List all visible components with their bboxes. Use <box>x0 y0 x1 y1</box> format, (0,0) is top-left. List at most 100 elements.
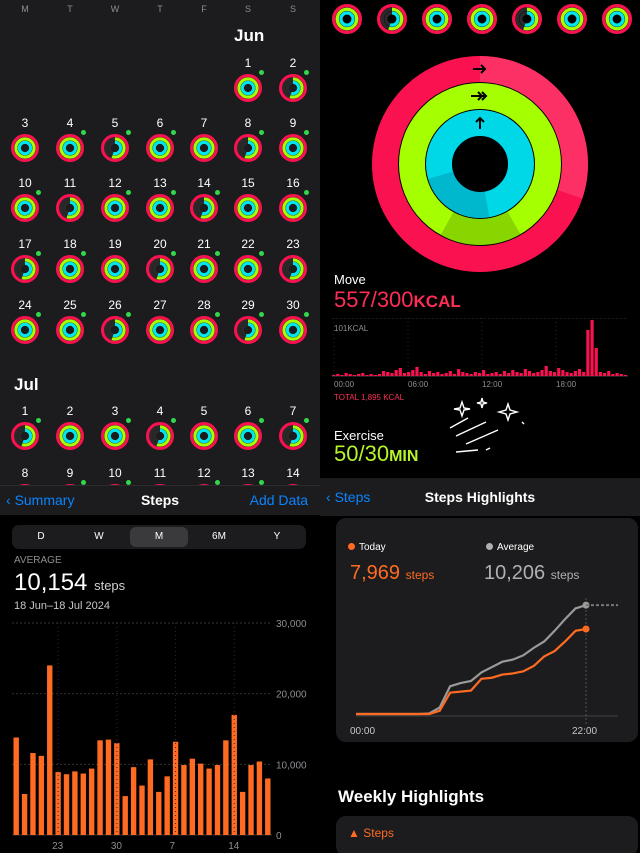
day-activity-ring-icon[interactable] <box>277 420 309 452</box>
steps-bar[interactable] <box>206 768 212 835</box>
day-activity-ring-icon[interactable] <box>54 314 86 346</box>
day-activity-ring-icon[interactable] <box>144 314 176 346</box>
weekday-mini-ring-icon[interactable] <box>330 2 364 36</box>
move-bar <box>548 371 552 376</box>
day-activity-ring-icon[interactable] <box>99 132 131 164</box>
goal-dot-icon <box>215 480 220 485</box>
day-activity-ring-icon[interactable] <box>9 192 41 224</box>
day-activity-ring-icon[interactable] <box>9 132 41 164</box>
steps-bar[interactable] <box>30 753 36 835</box>
steps-bar[interactable] <box>248 765 254 835</box>
day-activity-ring-icon[interactable] <box>232 192 264 224</box>
day-activity-ring-icon[interactable] <box>99 314 131 346</box>
weekly-steps-card[interactable]: ▲ Steps <box>336 816 638 853</box>
steps-bar[interactable] <box>130 767 137 835</box>
weekday-mini-ring-icon[interactable] <box>510 2 544 36</box>
weekday-mini-ring-icon[interactable] <box>465 2 499 36</box>
segment-d[interactable]: D <box>37 531 45 542</box>
move-bar <box>440 374 444 376</box>
steps-bar[interactable] <box>122 796 128 835</box>
day-activity-ring-icon[interactable] <box>54 420 86 452</box>
steps-bar[interactable] <box>105 739 112 835</box>
steps-bar[interactable] <box>147 759 154 835</box>
steps-bar[interactable] <box>97 740 103 835</box>
steps-bar[interactable] <box>156 791 162 835</box>
highlight-x-tick: 22:00 <box>572 726 597 737</box>
day-activity-ring-icon[interactable] <box>277 132 309 164</box>
day-activity-ring-icon[interactable] <box>188 192 220 224</box>
back-to-steps-button[interactable]: ‹ Steps <box>326 489 371 505</box>
steps-bar[interactable] <box>38 755 45 835</box>
goal-dot-icon <box>81 130 86 135</box>
steps-bar[interactable] <box>13 737 19 835</box>
steps-bar[interactable] <box>198 763 204 835</box>
day-activity-ring-icon[interactable] <box>188 420 220 452</box>
steps-bar[interactable] <box>223 740 229 835</box>
day-activity-ring-icon[interactable] <box>277 72 309 104</box>
move-bar <box>561 370 565 376</box>
day-activity-ring-icon[interactable] <box>144 192 176 224</box>
segment-m[interactable]: M <box>130 527 188 547</box>
day-activity-ring-icon[interactable] <box>277 253 309 285</box>
day-number: 9 <box>66 466 74 480</box>
day-activity-ring-icon[interactable] <box>99 253 131 285</box>
exercise-label: Exercise <box>334 428 384 443</box>
day-activity-ring-icon[interactable] <box>232 132 264 164</box>
steps-bar[interactable] <box>172 741 179 835</box>
steps-bar[interactable] <box>231 714 237 835</box>
move-bar <box>523 369 527 376</box>
day-activity-ring-icon[interactable] <box>277 192 309 224</box>
steps-bar[interactable] <box>181 765 187 835</box>
day-activity-ring-icon[interactable] <box>144 253 176 285</box>
day-number: 3 <box>21 116 29 130</box>
day-activity-ring-icon[interactable] <box>144 132 176 164</box>
move-bar <box>532 373 536 376</box>
day-activity-ring-icon[interactable] <box>188 132 220 164</box>
day-activity-ring-icon[interactable] <box>54 132 86 164</box>
day-activity-ring-icon[interactable] <box>232 253 264 285</box>
weekday-mini-ring-icon[interactable] <box>600 2 634 36</box>
steps-bar[interactable] <box>63 774 70 835</box>
day-activity-ring-icon[interactable] <box>144 420 176 452</box>
steps-bar[interactable] <box>265 778 271 835</box>
steps-bar[interactable] <box>72 771 78 835</box>
day-activity-ring-icon[interactable] <box>232 314 264 346</box>
segment-y[interactable]: Y <box>273 531 281 542</box>
today-unit: steps <box>405 568 435 582</box>
steps-bar[interactable] <box>164 776 170 835</box>
weekday-mini-ring-icon[interactable] <box>375 2 409 36</box>
back-to-summary-button[interactable]: ‹ Summary <box>6 492 75 508</box>
steps-bar[interactable] <box>21 794 28 835</box>
steps-bar[interactable] <box>47 665 53 835</box>
move-bar <box>336 374 340 376</box>
day-activity-ring-icon[interactable] <box>232 72 264 104</box>
day-activity-ring-icon[interactable] <box>9 253 41 285</box>
goal-dot-icon <box>171 251 176 256</box>
day-activity-ring-icon[interactable] <box>99 420 131 452</box>
steps-bar[interactable] <box>256 761 263 835</box>
steps-bar[interactable] <box>239 791 246 835</box>
day-activity-ring-icon[interactable] <box>277 314 309 346</box>
steps-bar[interactable] <box>139 785 145 835</box>
day-activity-ring-icon[interactable] <box>99 192 131 224</box>
steps-bar[interactable] <box>88 768 95 835</box>
weekday-mini-ring-icon[interactable] <box>420 2 454 36</box>
segment-w[interactable]: W <box>94 531 104 542</box>
day-activity-ring-icon[interactable] <box>232 420 264 452</box>
add-data-button[interactable]: Add Data <box>249 492 308 508</box>
steps-bar[interactable] <box>189 758 196 835</box>
day-activity-ring-icon[interactable] <box>9 420 41 452</box>
day-activity-ring-icon[interactable] <box>188 314 220 346</box>
day-activity-ring-icon[interactable] <box>9 314 41 346</box>
steps-bar[interactable] <box>214 765 221 835</box>
steps-bar[interactable] <box>80 773 86 835</box>
day-activity-ring-icon[interactable] <box>188 253 220 285</box>
steps-bar[interactable] <box>114 743 120 835</box>
weekday-mini-ring-icon[interactable] <box>555 2 589 36</box>
goal-dot-icon <box>304 70 309 75</box>
segment-6m[interactable]: 6M <box>212 531 226 542</box>
day-number: 24 <box>18 298 32 312</box>
day-activity-ring-icon[interactable] <box>54 192 86 224</box>
day-activity-ring-icon[interactable] <box>54 253 86 285</box>
day-number: 5 <box>200 404 208 418</box>
